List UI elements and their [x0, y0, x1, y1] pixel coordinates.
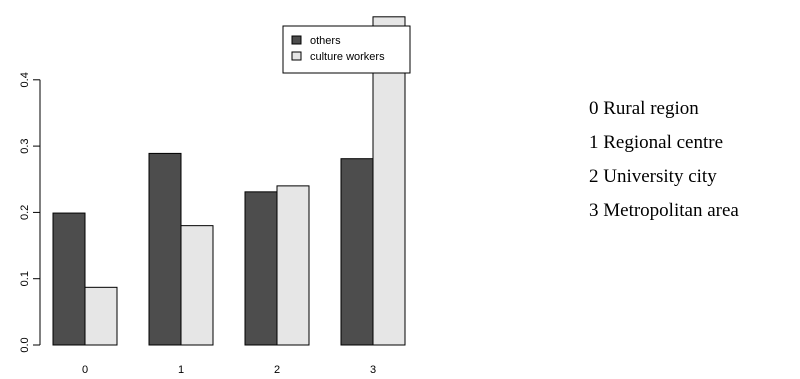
y-tick-label: 0.0 [19, 337, 31, 352]
x-tick-label: 0 [82, 364, 88, 376]
bar-culture-workers-2 [276, 185, 310, 346]
bar-others-0 [52, 212, 86, 346]
legend-swatch [291, 51, 302, 61]
region-key-item: 2 University city [589, 166, 717, 187]
bar-others-1 [148, 152, 182, 346]
region-key: 0 Rural region 1 Regional centre 2 Unive… [589, 92, 739, 228]
y-axis: 0.0 0.1 0.2 0.3 0.4 [19, 72, 41, 353]
y-tick-label: 0.3 [19, 138, 31, 153]
y-tick-label: 0.2 [19, 205, 31, 220]
region-key-item: 1 Regional centre [589, 132, 724, 153]
bar-culture-workers-1 [180, 225, 214, 346]
y-tick-label: 0.4 [19, 72, 31, 87]
bar-culture-workers-0 [84, 286, 118, 346]
y-tick-label: 0.1 [19, 271, 31, 286]
legend-label: culture workers [310, 51, 385, 63]
bar-others-2 [244, 191, 278, 346]
region-key-item: 3 Metropolitan area [589, 200, 739, 221]
legend: others culture workers [282, 25, 411, 74]
bar-others-3 [340, 158, 374, 346]
legend-label: others [310, 35, 341, 47]
x-tick-label: 3 [370, 364, 376, 376]
legend-swatch [291, 35, 302, 45]
legend-box [282, 25, 411, 74]
x-axis-labels: 0 1 2 3 [82, 364, 376, 376]
region-key-item: 0 Rural region [589, 98, 699, 119]
x-tick-label: 2 [274, 364, 280, 376]
x-tick-label: 1 [178, 364, 184, 376]
